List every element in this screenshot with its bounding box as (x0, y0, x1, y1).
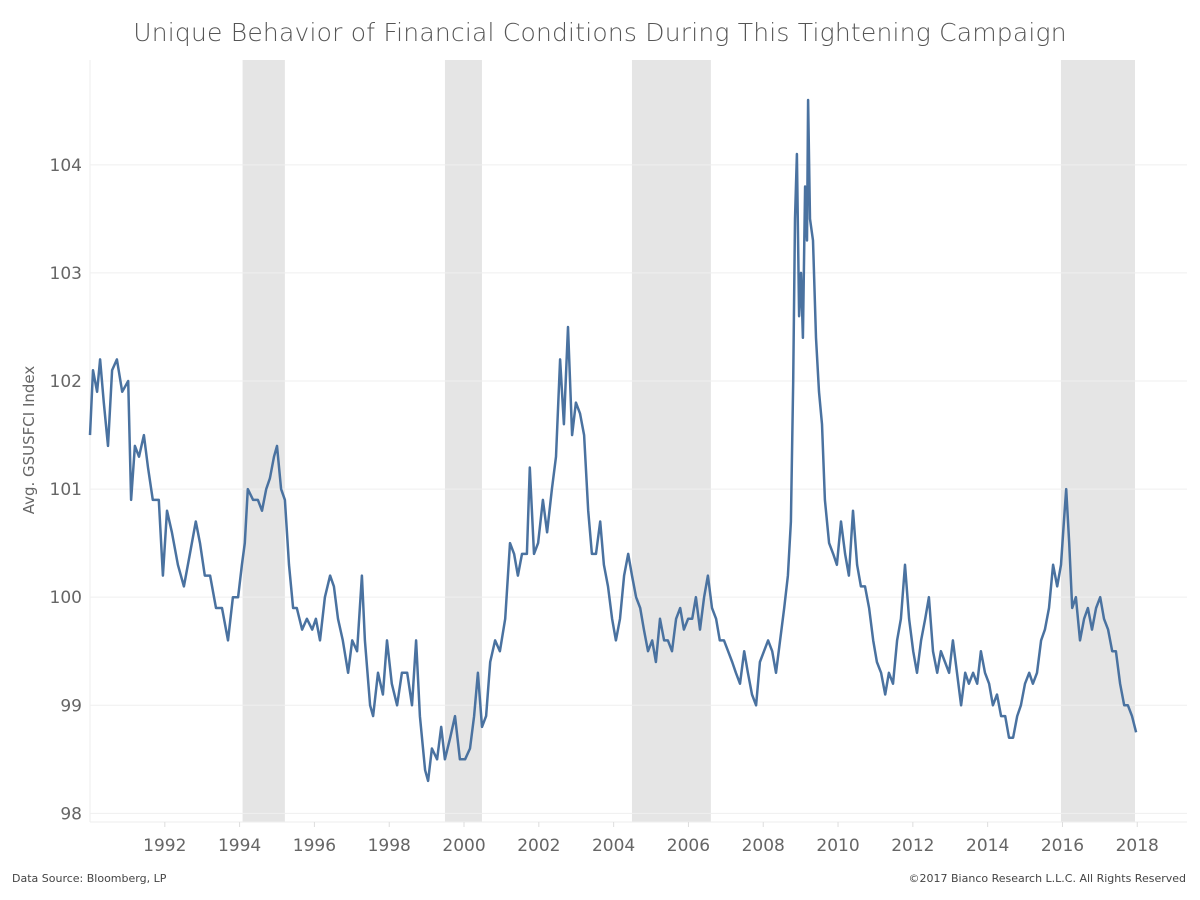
y-tick-label: 103 (50, 264, 82, 284)
y-tick-label: 99 (60, 696, 82, 716)
x-tick-label: 1994 (218, 836, 261, 856)
copyright-note: ©2017 Bianco Research L.L.C. All Rights … (908, 872, 1186, 885)
y-tick-label: 98 (60, 804, 82, 824)
x-tick-label: 2000 (442, 836, 485, 856)
y-tick-label: 104 (50, 156, 82, 176)
x-tick-label: 2016 (1041, 836, 1084, 856)
x-tick-label: 2002 (517, 836, 560, 856)
x-tick-label: 1992 (143, 836, 186, 856)
shaded-period (1060, 60, 1136, 822)
x-tick-label: 2018 (1116, 836, 1159, 856)
x-tick-label: 2010 (816, 836, 859, 856)
series-line (88, 98, 1138, 783)
data-source-note: Data Source: Bloomberg, LP (12, 872, 167, 885)
x-tick-label: 1998 (368, 836, 411, 856)
x-tick-label: 2014 (966, 836, 1009, 856)
x-tick-label: 2004 (592, 836, 635, 856)
x-tick-label: 1996 (293, 836, 336, 856)
y-tick-label: 100 (50, 588, 82, 608)
y-tick-label: 101 (50, 480, 82, 500)
y-tick-label: 102 (50, 372, 82, 392)
shaded-period (631, 60, 711, 822)
gridlines (89, 60, 1187, 823)
x-tick-label: 2008 (742, 836, 785, 856)
series-lines (88, 98, 1138, 783)
x-tick-label: 2012 (891, 836, 934, 856)
x-axis-ticks: 1992 1994 1996 1998 2000 2002 2004 2006 2008 2010… (143, 822, 1159, 856)
shaded-period (242, 60, 285, 822)
shaded-periods (242, 60, 1136, 822)
y-axis-label: Avg. GSUSFCI Index (20, 365, 38, 515)
chart-title: Unique Behavior of Financial Conditions … (133, 18, 1067, 47)
shaded-period (444, 60, 482, 822)
y-axis-ticks: 98 99 100 101 102 103 104 (50, 156, 82, 825)
x-tick-label: 2006 (667, 836, 710, 856)
